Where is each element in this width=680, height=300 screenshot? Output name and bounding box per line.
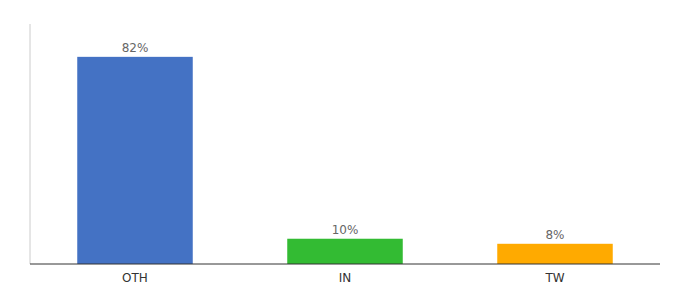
bar (497, 244, 613, 264)
data-labels: 82% 10% 8% (122, 41, 565, 242)
x-axis-line (30, 264, 660, 265)
data-label: 10% (332, 223, 359, 237)
data-label: 82% (122, 41, 149, 55)
chart-container: 82% 10% 8% OTH IN TW (0, 0, 680, 300)
x-tick-label: IN (339, 271, 352, 285)
bar (287, 239, 403, 264)
bars (77, 57, 613, 264)
y-axis-line (30, 24, 31, 264)
bar (77, 57, 193, 264)
data-label: 8% (545, 228, 564, 242)
chart-svg: 82% 10% 8% OTH IN TW (0, 0, 680, 300)
x-tick-labels: OTH IN TW (122, 271, 565, 285)
x-tick-label: TW (544, 271, 564, 285)
x-tick-label: OTH (122, 271, 148, 285)
